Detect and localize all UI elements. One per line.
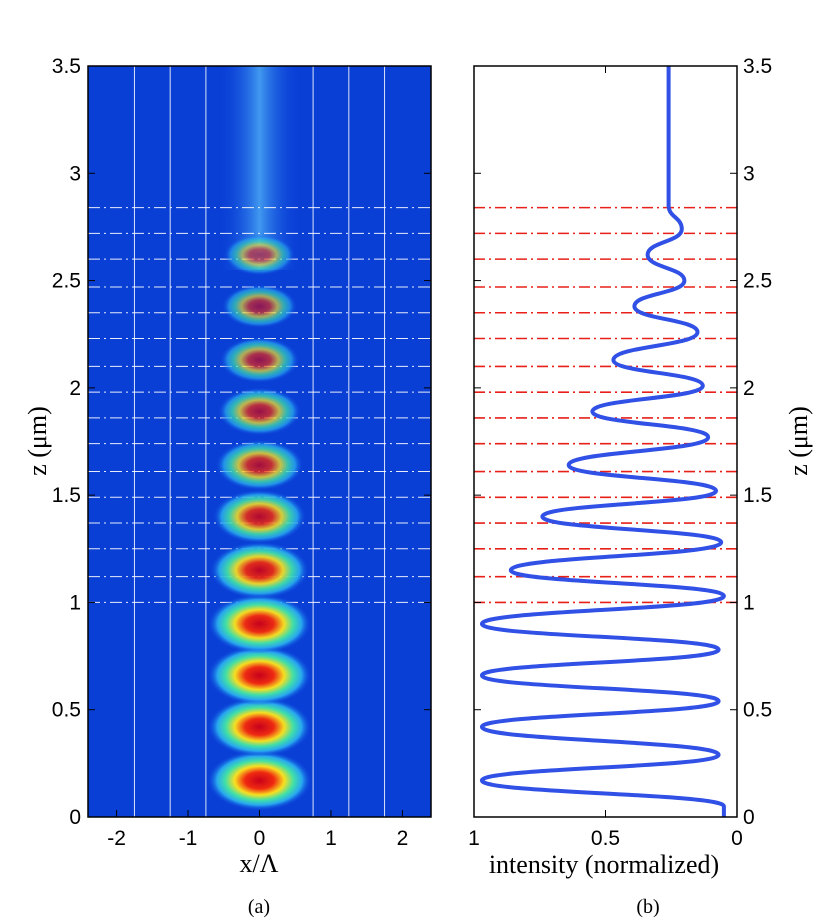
hotspot-core: [208, 594, 311, 654]
hotspot: [222, 284, 297, 328]
panel-b-ylabel: z (μm): [784, 406, 813, 476]
panel-b-label: (b): [636, 896, 659, 918]
hotspot-core: [207, 697, 312, 757]
hotspot: [218, 387, 301, 436]
hotspot-core: [220, 337, 299, 383]
y-tick-label: 2.5: [52, 270, 81, 293]
hotspot: [223, 234, 296, 276]
hotspot: [220, 337, 299, 383]
y-tick-label: 0: [743, 806, 755, 829]
y-tick-label: 0.5: [52, 699, 81, 722]
hotspot-core: [222, 284, 297, 328]
x-tick-label: 1: [325, 827, 337, 850]
panel-a-ylabel: z (μm): [23, 406, 52, 476]
y-tick-label: 3.5: [743, 55, 772, 78]
hotspot: [207, 750, 312, 811]
y-tick-label: 3: [69, 162, 81, 185]
intensity-line: [479, 66, 726, 817]
hotspot: [207, 645, 312, 706]
hotspot-core: [218, 387, 301, 436]
y-tick-label: 0: [69, 806, 81, 829]
hotspot: [210, 541, 309, 599]
hotspot-core: [223, 234, 296, 276]
panel-b: 1 0.5 00 0.5 1 1.5 2 2.5 3 3.5 intensity (normali…: [468, 55, 813, 918]
hotspot: [213, 489, 306, 544]
y-tick-label: 1: [69, 591, 81, 614]
panel-a: -2 -1 0 1 2 0 0.5 1 1.5 2 2.5 3 3.5 x/Λ z (μm) (a): [23, 55, 432, 918]
hotspot-core: [215, 439, 304, 491]
y-tick-label: 2.5: [743, 270, 772, 293]
y-tick-label: 2: [69, 377, 81, 400]
panel-b-xlabel: intensity (normalized): [489, 850, 719, 879]
y-tick-label: 2: [743, 377, 755, 400]
x-tick-label: 1: [468, 827, 480, 850]
plot-b-frame: [473, 65, 738, 818]
hotspot: [215, 439, 304, 491]
hotspot-core: [210, 541, 309, 599]
hotspot: [208, 594, 311, 654]
hotspot-core: [207, 750, 312, 811]
y-tick-label: 1: [743, 591, 755, 614]
plot-b-background: [474, 66, 737, 817]
x-tick-label: -2: [107, 827, 126, 850]
panel-a-label: (a): [248, 896, 270, 918]
x-tick-label: 2: [397, 827, 409, 850]
y-tick-label: 3.5: [52, 55, 81, 78]
x-tick-label: -1: [179, 827, 198, 850]
y-tick-label: 0.5: [743, 699, 772, 722]
hotspot-core: [207, 645, 312, 706]
heatmap-frame: [87, 65, 432, 818]
x-tick-label: 0: [254, 827, 266, 850]
panel-a-xlabel: x/Λ: [239, 849, 278, 878]
x-tick-label: 0.5: [591, 827, 620, 850]
y-tick-label: 3: [743, 162, 755, 185]
y-tick-label: 1.5: [743, 484, 772, 507]
hotspot: [207, 697, 312, 757]
x-tick-label: 0: [731, 827, 743, 850]
hotspot-core: [213, 489, 306, 544]
y-tick-label: 1.5: [52, 484, 81, 507]
